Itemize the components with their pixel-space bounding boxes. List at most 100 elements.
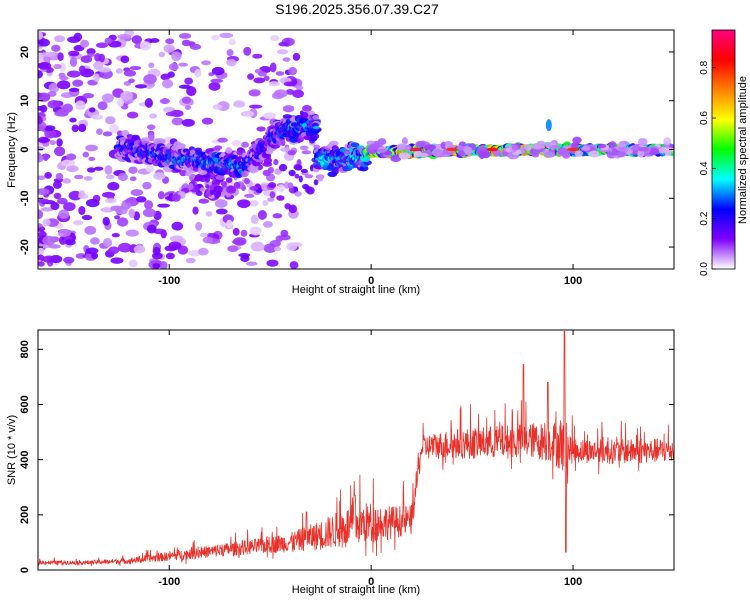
spectrogram-cell (91, 252, 99, 260)
spectrogram-cell (38, 223, 43, 228)
spectrogram-cell (253, 77, 266, 84)
spectrogram-cell (134, 84, 147, 89)
spectrogram-cell (295, 85, 304, 91)
spectrogram-cell (82, 93, 95, 99)
spectrogram-cell (637, 146, 649, 152)
spectrogram-cell (241, 254, 250, 259)
spectrogram-cell (56, 80, 71, 90)
spectrogram-cell (159, 98, 171, 104)
spectrogram-cell (305, 186, 315, 195)
spectrogram-cell (456, 145, 465, 151)
spectrogram-cell (189, 43, 202, 50)
spectrogram-cell (270, 143, 281, 149)
spectrogram-cell (240, 229, 248, 237)
spectrogram-cell (292, 52, 301, 61)
spectrogram-cell (39, 104, 48, 113)
colorbar-ticks: 0.0 0.2 0.4 0.6 0.8 (699, 60, 716, 276)
spectrogram-cell (181, 118, 195, 127)
spectrogram-cell (84, 225, 97, 235)
spectrogram-cell (62, 178, 71, 184)
spectrogram-cell (71, 124, 79, 133)
spectrogram-cell (287, 182, 294, 189)
spectrogram-cell (214, 145, 223, 150)
spectrogram-cell (83, 176, 93, 181)
snr-x-tick-label: 100 (564, 576, 582, 588)
spectrogram-cell (93, 73, 100, 82)
spectrogram-cell (233, 181, 241, 190)
spectrogram-cell (48, 244, 61, 249)
spectrogram-x-tick-label: 0 (368, 275, 374, 287)
spectrogram-cell (477, 145, 487, 154)
spectrogram-cell (252, 53, 263, 59)
spectrogram-cell (75, 100, 86, 111)
spectrogram-cell (128, 208, 136, 219)
spectrogram-cell (278, 163, 288, 172)
spectrogram-cell (114, 215, 121, 220)
spectrogram-cell (212, 104, 223, 110)
spectrogram-cell (194, 175, 203, 182)
spectrogram-cell (93, 61, 104, 70)
spectrogram-cell (609, 141, 617, 149)
spectrogram-cell (80, 55, 93, 64)
spectrogram-cell (276, 195, 285, 201)
spectrogram-cell (38, 69, 43, 79)
spectrogram-cell (618, 142, 626, 148)
spectrogram-cell (116, 130, 124, 137)
spectrogram-cell (117, 33, 131, 40)
spectrogram-x-ticks: -100 0 100 (158, 30, 582, 287)
spectrogram-cell (376, 148, 387, 153)
spectrogram-cell (618, 146, 629, 152)
spectrogram-cell (215, 174, 225, 181)
spectrogram-cell (549, 144, 561, 149)
spectrogram-cell (72, 79, 84, 87)
spectrogram-cell (116, 98, 124, 107)
spectrogram-cell (350, 142, 360, 148)
colorbar: 0.0 0.2 0.4 0.6 0.8 Normalized spectral ampl… (699, 29, 749, 276)
spectrogram-cell (142, 181, 152, 190)
spectrogram-cell (237, 199, 251, 209)
spectrogram-cell (249, 186, 259, 191)
spectrogram-cell (38, 261, 45, 267)
spectrogram-cell (54, 35, 66, 43)
spectrogram-cell (144, 98, 153, 108)
spectrogram-cell (302, 183, 310, 190)
spectrogram-cell (511, 144, 519, 151)
spectrogram-cell (300, 111, 309, 119)
spectrogram-cell (128, 166, 138, 174)
snr-x-tick-label: 0 (368, 576, 374, 588)
spectrogram-cell (107, 181, 120, 191)
spectrogram-cell (72, 220, 84, 226)
spectrogram-cell (664, 149, 672, 157)
spectrogram-cell (86, 167, 96, 173)
spectrogram-cell (214, 192, 221, 199)
spectrogram-cell (289, 137, 299, 143)
spectrogram-cell (457, 150, 466, 157)
spectrogram-cell (250, 214, 259, 225)
spectrogram-cell (301, 150, 312, 155)
spectrogram-cell (162, 79, 174, 89)
spectrogram-cell (78, 190, 86, 198)
spectrogram-cell (42, 218, 51, 227)
spectrogram-cell (78, 123, 87, 133)
spectrogram-cell (273, 89, 288, 98)
spectrogram-cell (267, 197, 275, 202)
spectrogram-cell (268, 81, 281, 87)
spectrogram-cell (280, 147, 290, 152)
spectrogram-cell (597, 143, 607, 149)
spectrogram-cell (536, 140, 546, 147)
spectrogram-cell (152, 263, 161, 269)
spectrogram-cell (165, 111, 178, 117)
spectrogram-cell (105, 174, 115, 180)
spectrogram-cell (52, 180, 62, 189)
spectrogram-cell (54, 110, 69, 117)
spectrogram-cell (82, 151, 90, 158)
spectrogram-cell (243, 46, 252, 56)
spectrogram-cell (177, 245, 189, 255)
spectrogram-cell (163, 44, 175, 53)
spectrogram-cell (90, 237, 100, 245)
spectrogram-cell (195, 190, 203, 197)
spectrogram-cell (226, 219, 233, 229)
spectrogram-cell (270, 34, 280, 42)
spectrogram-cell (289, 261, 299, 269)
spectrogram-cell (396, 143, 406, 151)
